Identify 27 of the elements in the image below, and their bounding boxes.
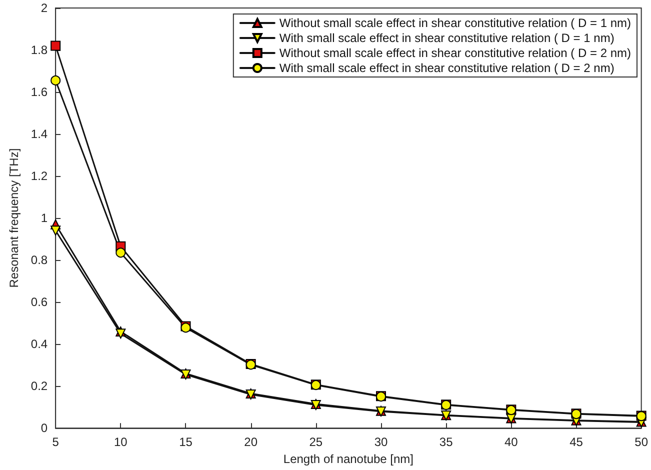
y-tick-label: 1.6 (30, 85, 48, 100)
y-tick-label: 0.8 (30, 253, 48, 268)
x-axis-title: Length of nanotube [nm] (283, 452, 414, 466)
y-tick-label: 0.4 (30, 337, 48, 352)
y-tick-label: 1.4 (30, 127, 48, 142)
y-tick-label: 1.8 (30, 43, 48, 58)
y-tick-label: 1 (40, 211, 48, 226)
y-tick-label: 2 (40, 1, 48, 15)
legend-label: Without small scale effect in shear constitutive relation ( D = 1 nm) (279, 16, 632, 30)
y-tick-label: 0.6 (30, 295, 48, 310)
legend-label: With small scale effect in shear constitutive relation ( D = 1 nm) (279, 31, 614, 45)
x-tick-label: 35 (439, 435, 454, 450)
x-tick-label: 50 (634, 435, 648, 450)
x-tick-label: 45 (570, 435, 584, 450)
y-tick-label: 1.2 (30, 169, 48, 184)
x-tick-label: 5 (52, 435, 60, 450)
x-tick-label: 40 (504, 435, 518, 450)
y-tick-label: 0 (40, 421, 48, 436)
legend-label: Without small scale effect in shear constitutive relation ( D = 2 nm) (279, 46, 632, 60)
legend-label: With small scale effect in shear constitutive relation ( D = 2 nm) (279, 61, 614, 75)
x-tick-label: 30 (374, 435, 388, 450)
y-tick-label: 0.2 (30, 379, 48, 394)
x-tick-label: 20 (244, 435, 258, 450)
y-axis-title: Resonant frequency [THz] (7, 148, 21, 288)
x-tick-label: 15 (179, 435, 193, 450)
x-tick-label: 25 (309, 435, 323, 450)
x-tick-label: 10 (114, 435, 128, 450)
